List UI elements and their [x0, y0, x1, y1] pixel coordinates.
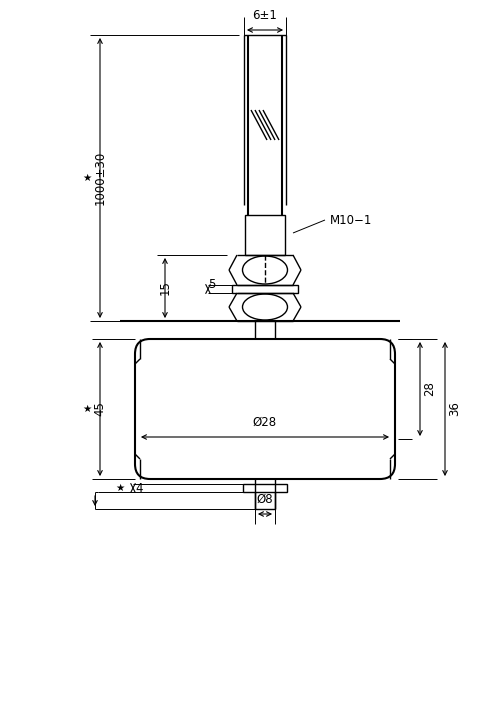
Text: ★: ★ [83, 173, 92, 183]
Text: ★: ★ [116, 483, 125, 493]
FancyBboxPatch shape [135, 339, 395, 479]
Text: 5: 5 [208, 278, 216, 291]
Text: Ø8: Ø8 [256, 493, 274, 506]
Text: 36: 36 [448, 401, 461, 416]
Text: 6±1: 6±1 [252, 9, 278, 22]
Text: 15: 15 [158, 281, 172, 296]
Bar [245, 215, 285, 255]
Text: Ø28: Ø28 [253, 416, 277, 429]
Text: 1000±30: 1000±30 [94, 151, 106, 205]
Text: ★: ★ [83, 404, 92, 414]
Bar [232, 285, 298, 293]
Text: 28: 28 [423, 382, 436, 396]
Text: 45: 45 [94, 401, 106, 416]
Text: M10−1: M10−1 [330, 213, 372, 226]
Bar [243, 484, 287, 492]
Text: 4: 4 [135, 482, 142, 495]
